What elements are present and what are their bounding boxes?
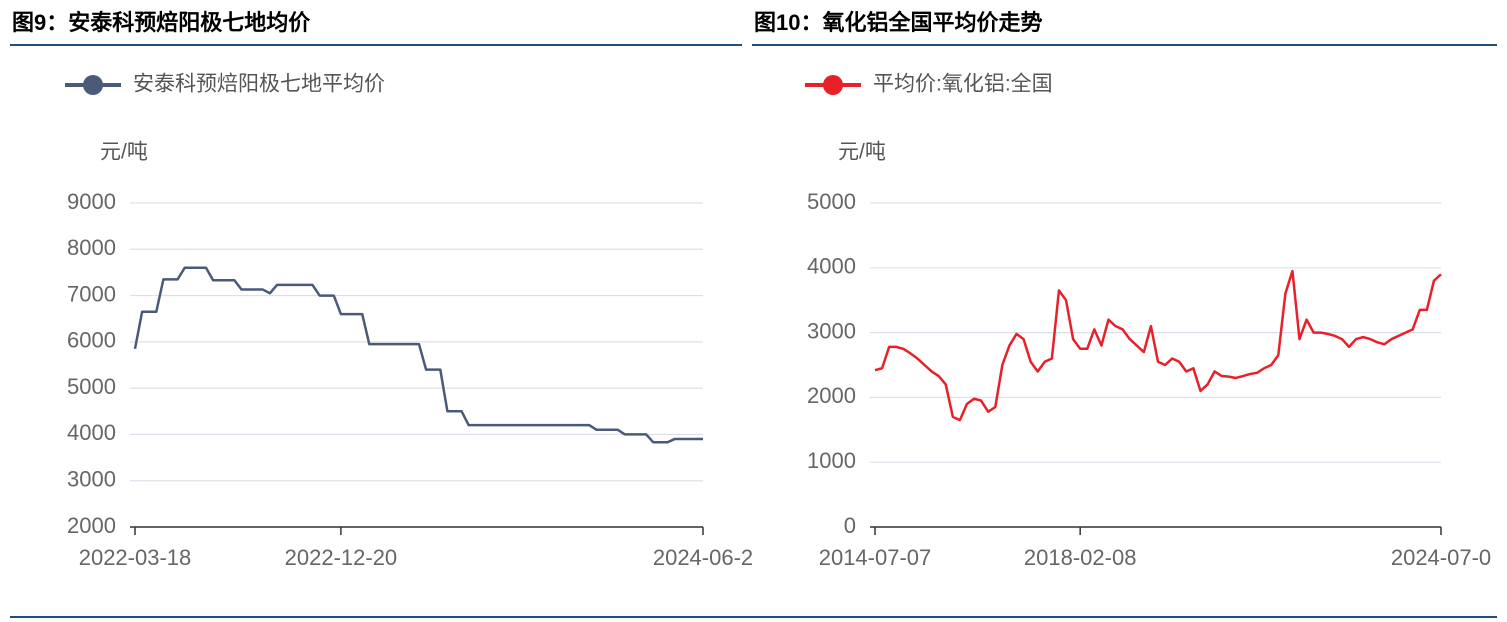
chart-title: 图9：安泰科预焙阳极七地均价 (12, 10, 311, 35)
y-tick-label: 4000 (807, 254, 856, 279)
legend-label: 安泰科预焙阳极七地平均价 (133, 73, 385, 96)
legend-marker (83, 75, 103, 95)
chart-title: 图10：氧化铝全国平均价走势 (754, 10, 1042, 35)
chart-panel: 元/吨 0 1000 2000 3000 4000 5000 平均价:氧化铝:全国 2014-0… (805, 73, 1491, 570)
chart-panel: 元/吨 2000 3000 4000 5000 6000 7000 8000 9000 安泰科预焙… (65, 73, 753, 570)
y-tick-label: 5000 (67, 374, 116, 399)
y-tick-label: 3000 (67, 467, 116, 492)
y-axis-unit: 元/吨 (100, 141, 148, 164)
y-tick-label: 8000 (67, 235, 116, 260)
y-tick-label: 3000 (807, 318, 856, 343)
y-tick-label: 5000 (807, 189, 856, 214)
x-tick-label: 2024-06-2 (653, 545, 753, 570)
y-tick-label: 6000 (67, 328, 116, 353)
x-tick-label: 2022-12-20 (285, 545, 398, 570)
y-tick-label: 1000 (807, 448, 856, 473)
x-tick-label: 2022-03-18 (79, 545, 192, 570)
legend-marker (823, 75, 843, 95)
y-tick-label: 4000 (67, 420, 116, 445)
x-tick-label: 2018-02-08 (1024, 545, 1137, 570)
data-line (133, 266, 703, 444)
y-axis-unit: 元/吨 (838, 141, 886, 164)
y-tick-label: 0 (844, 513, 856, 538)
y-tick-label: 2000 (807, 383, 856, 408)
y-tick-label: 9000 (67, 189, 116, 214)
data-line (874, 269, 1442, 422)
y-tick-label: 2000 (67, 513, 116, 538)
x-tick-label: 2024-07-0 (1391, 545, 1491, 570)
x-tick-label: 2014-07-07 (819, 545, 932, 570)
legend-label: 平均价:氧化铝:全国 (873, 73, 1053, 96)
y-tick-label: 7000 (67, 281, 116, 306)
